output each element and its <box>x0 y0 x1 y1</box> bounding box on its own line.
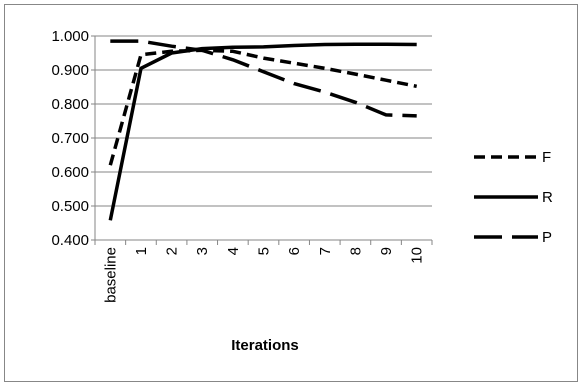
x-tick-label: 10 <box>409 247 426 264</box>
x-tick-label: baseline <box>102 247 119 303</box>
legend-label-f: F <box>542 149 551 166</box>
y-tick-label: 1.000 <box>51 28 89 45</box>
x-tick-label: 6 <box>286 247 303 255</box>
x-tick-label: 8 <box>347 247 364 255</box>
x-axis-tick-labels: baseline 1 2 3 4 5 6 7 8 9 10 <box>102 247 425 303</box>
legend: F R P <box>474 149 553 246</box>
x-tick-label: 5 <box>256 247 273 255</box>
y-tick-label: 0.800 <box>51 96 89 113</box>
y-tick-label: 0.700 <box>51 130 89 147</box>
legend-label-r: R <box>542 189 553 206</box>
x-tick-label: 1 <box>133 247 150 255</box>
chart-frame <box>4 4 578 382</box>
y-tick-label: 0.500 <box>51 198 89 215</box>
x-tick-label: 2 <box>164 247 181 255</box>
series-line-r <box>108 42 417 221</box>
series-lines <box>108 39 418 221</box>
x-tick-label: 7 <box>317 247 334 255</box>
y-tick-label: 0.600 <box>51 164 89 181</box>
y-axis-tick-labels: 0.400 0.500 0.600 0.700 0.800 0.900 1.000 <box>51 28 89 249</box>
series-line-p <box>110 39 417 118</box>
y-tick-label: 0.400 <box>51 232 89 249</box>
series-line-f <box>108 48 418 166</box>
axes <box>91 35 433 245</box>
legend-label-p: P <box>542 229 552 246</box>
x-tick-label: 3 <box>194 247 211 255</box>
y-tick-label: 0.900 <box>51 62 89 79</box>
gridlines <box>95 35 432 207</box>
x-tick-label: 9 <box>378 247 395 255</box>
x-tick-label: 4 <box>225 247 242 255</box>
x-axis-title: Iterations <box>231 337 299 354</box>
